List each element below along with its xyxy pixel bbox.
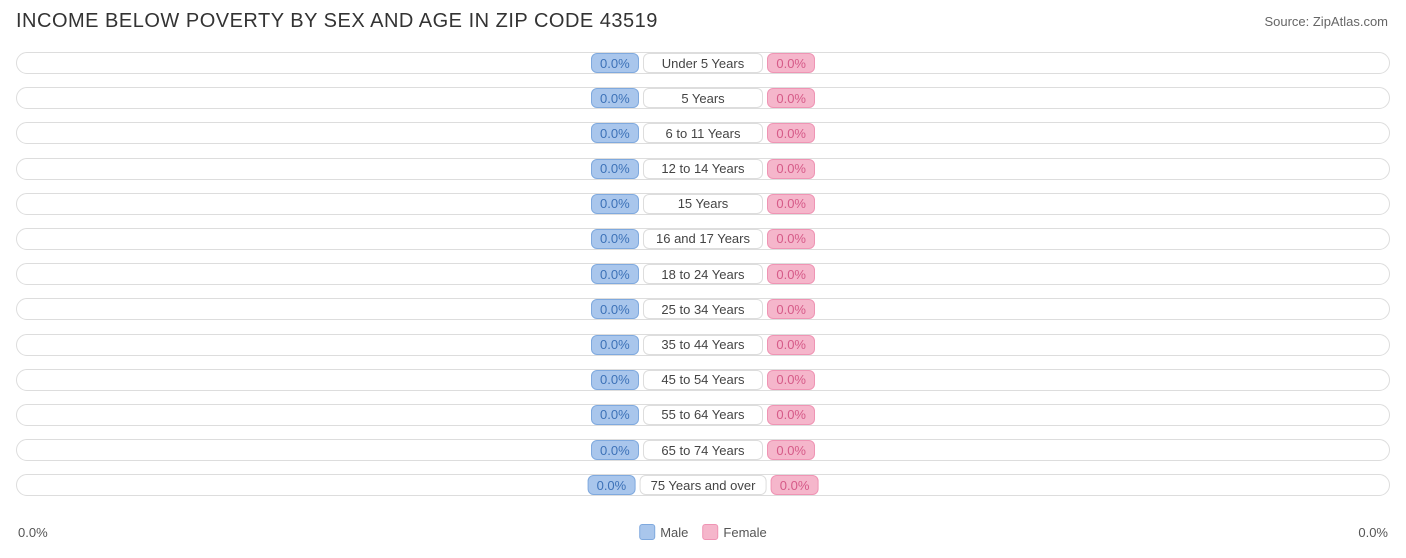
male-bar: 0.0% xyxy=(591,264,639,284)
legend-label-male: Male xyxy=(660,525,688,540)
bar-center-unit: 0.0%25 to 34 Years0.0% xyxy=(591,299,815,319)
bar-track: 0.0%16 and 17 Years0.0% xyxy=(16,228,1390,250)
bar-track: 0.0%25 to 34 Years0.0% xyxy=(16,298,1390,320)
category-label: 45 to 54 Years xyxy=(643,370,763,390)
bar-track: 0.0%45 to 54 Years0.0% xyxy=(16,369,1390,391)
female-bar: 0.0% xyxy=(767,229,815,249)
male-bar: 0.0% xyxy=(591,159,639,179)
chart-title: INCOME BELOW POVERTY BY SEX AND AGE IN Z… xyxy=(16,10,658,33)
male-bar: 0.0% xyxy=(591,405,639,425)
bar-track: 0.0%65 to 74 Years0.0% xyxy=(16,439,1390,461)
male-bar: 0.0% xyxy=(591,53,639,73)
bar-track: 0.0%15 Years0.0% xyxy=(16,193,1390,215)
category-label: Under 5 Years xyxy=(643,53,763,73)
category-label: 6 to 11 Years xyxy=(643,123,763,143)
legend-item-male: Male xyxy=(639,524,688,540)
chart-area: 0.0%Under 5 Years0.0%0.0%5 Years0.0%0.0%… xyxy=(16,52,1390,516)
bar-center-unit: 0.0%15 Years0.0% xyxy=(591,194,815,214)
category-label: 25 to 34 Years xyxy=(643,299,763,319)
category-label: 55 to 64 Years xyxy=(643,405,763,425)
chart-container: INCOME BELOW POVERTY BY SEX AND AGE IN Z… xyxy=(0,0,1406,558)
legend-swatch-male xyxy=(639,524,655,540)
bar-center-unit: 0.0%16 and 17 Years0.0% xyxy=(591,229,815,249)
bar-center-unit: 0.0%75 Years and over0.0% xyxy=(588,475,819,495)
bar-track: 0.0%35 to 44 Years0.0% xyxy=(16,334,1390,356)
male-bar: 0.0% xyxy=(591,88,639,108)
bar-track: 0.0%5 Years0.0% xyxy=(16,87,1390,109)
male-bar: 0.0% xyxy=(588,475,636,495)
category-label: 12 to 14 Years xyxy=(643,159,763,179)
legend-label-female: Female xyxy=(723,525,766,540)
bar-track: 0.0%12 to 14 Years0.0% xyxy=(16,158,1390,180)
female-bar: 0.0% xyxy=(767,440,815,460)
category-label: 35 to 44 Years xyxy=(643,335,763,355)
male-bar: 0.0% xyxy=(591,440,639,460)
category-label: 5 Years xyxy=(643,88,763,108)
bar-center-unit: 0.0%6 to 11 Years0.0% xyxy=(591,123,815,143)
bar-track: 0.0%Under 5 Years0.0% xyxy=(16,52,1390,74)
male-bar: 0.0% xyxy=(591,370,639,390)
bar-center-unit: 0.0%45 to 54 Years0.0% xyxy=(591,370,815,390)
legend-item-female: Female xyxy=(702,524,766,540)
legend-swatch-female xyxy=(702,524,718,540)
bar-track: 0.0%18 to 24 Years0.0% xyxy=(16,263,1390,285)
female-bar: 0.0% xyxy=(767,299,815,319)
source-attribution: Source: ZipAtlas.com xyxy=(1264,14,1388,29)
male-bar: 0.0% xyxy=(591,299,639,319)
bar-center-unit: 0.0%12 to 14 Years0.0% xyxy=(591,159,815,179)
male-bar: 0.0% xyxy=(591,229,639,249)
bar-track: 0.0%6 to 11 Years0.0% xyxy=(16,122,1390,144)
bar-center-unit: 0.0%35 to 44 Years0.0% xyxy=(591,335,815,355)
category-label: 16 and 17 Years xyxy=(643,229,763,249)
bar-center-unit: 0.0%55 to 64 Years0.0% xyxy=(591,405,815,425)
axis-tick-left: 0.0% xyxy=(18,525,48,540)
female-bar: 0.0% xyxy=(767,53,815,73)
female-bar: 0.0% xyxy=(767,405,815,425)
category-label: 75 Years and over xyxy=(640,475,767,495)
bar-center-unit: 0.0%Under 5 Years0.0% xyxy=(591,53,815,73)
female-bar: 0.0% xyxy=(767,264,815,284)
female-bar: 0.0% xyxy=(767,370,815,390)
bar-center-unit: 0.0%5 Years0.0% xyxy=(591,88,815,108)
female-bar: 0.0% xyxy=(767,335,815,355)
female-bar: 0.0% xyxy=(767,123,815,143)
category-label: 18 to 24 Years xyxy=(643,264,763,284)
bar-track: 0.0%55 to 64 Years0.0% xyxy=(16,404,1390,426)
category-label: 65 to 74 Years xyxy=(643,440,763,460)
female-bar: 0.0% xyxy=(767,194,815,214)
bar-center-unit: 0.0%18 to 24 Years0.0% xyxy=(591,264,815,284)
male-bar: 0.0% xyxy=(591,194,639,214)
female-bar: 0.0% xyxy=(770,475,818,495)
bar-center-unit: 0.0%65 to 74 Years0.0% xyxy=(591,440,815,460)
male-bar: 0.0% xyxy=(591,335,639,355)
male-bar: 0.0% xyxy=(591,123,639,143)
axis-row: 0.0% Male Female 0.0% xyxy=(16,520,1390,540)
axis-tick-right: 0.0% xyxy=(1358,525,1388,540)
category-label: 15 Years xyxy=(643,194,763,214)
bar-track: 0.0%75 Years and over0.0% xyxy=(16,474,1390,496)
female-bar: 0.0% xyxy=(767,159,815,179)
legend: Male Female xyxy=(639,524,767,540)
female-bar: 0.0% xyxy=(767,88,815,108)
